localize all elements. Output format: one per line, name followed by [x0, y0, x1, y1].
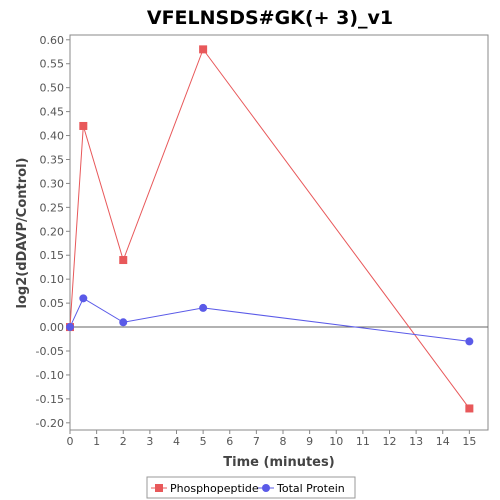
data-point-total-protein	[66, 323, 74, 332]
data-point-phosphopeptide	[199, 45, 208, 54]
x-tick-label: 8	[279, 435, 286, 448]
legend-marker-phosphopeptide	[155, 484, 163, 492]
y-tick-label: 0.35	[40, 153, 65, 166]
y-tick-label: 0.10	[40, 273, 65, 286]
y-tick-label: -0.05	[36, 345, 64, 358]
y-tick-label: -0.10	[36, 369, 64, 382]
data-point-total-protein	[199, 303, 208, 312]
x-tick-label: 15	[462, 435, 476, 448]
y-tick-label: 0.15	[40, 249, 65, 262]
y-tick-label: 0.60	[40, 34, 65, 47]
y-tick-label: 0.40	[40, 130, 65, 143]
x-tick-label: 6	[226, 435, 233, 448]
legend-marker-total-protein	[262, 484, 270, 492]
data-point-total-protein	[465, 337, 474, 346]
legend-label-total-protein: Total Protein	[276, 482, 345, 495]
x-tick-label: 4	[173, 435, 180, 448]
data-point-total-protein	[79, 294, 88, 303]
x-tick-label: 7	[253, 435, 260, 448]
y-tick-label: 0.30	[40, 177, 65, 190]
data-point-total-protein	[119, 318, 128, 327]
y-axis-label: log2(dDAVP/Control)	[15, 158, 30, 309]
y-tick-label: 0.45	[40, 106, 65, 119]
chart-title: VFELNSDS#GK(+ 3)_v1	[147, 7, 393, 29]
x-tick-label: 0	[67, 435, 74, 448]
y-tick-label: -0.15	[36, 393, 64, 406]
y-tick-label: 0.00	[40, 321, 65, 334]
y-axis: -0.20 -0.15 -0.10 -0.05 0.00 0.05 0.10 0.15 0.20…	[36, 34, 70, 430]
data-point-phosphopeptide	[119, 256, 128, 265]
x-axis: 0 1 2 3 4 5 6 7 8 9 10 11 12 13 14 15	[67, 430, 476, 448]
y-tick-label: 0.20	[40, 225, 65, 238]
y-tick-label: -0.20	[36, 417, 64, 430]
data-point-phosphopeptide	[465, 404, 474, 413]
y-tick-label: 0.25	[40, 201, 65, 214]
x-tick-label: 5	[200, 435, 207, 448]
y-tick-label: 0.50	[40, 82, 65, 95]
y-tick-label: 0.55	[40, 58, 65, 71]
x-tick-label: 14	[436, 435, 450, 448]
y-tick-label: 0.05	[40, 297, 65, 310]
x-tick-label: 3	[146, 435, 153, 448]
data-point-phosphopeptide	[79, 121, 88, 130]
x-tick-label: 1	[93, 435, 100, 448]
legend: Phosphopeptide Total Protein	[151, 482, 345, 495]
x-tick-label: 9	[306, 435, 313, 448]
plot-area	[69, 34, 489, 431]
legend-label-phosphopeptide: Phosphopeptide	[170, 482, 259, 495]
x-tick-label: 12	[382, 435, 396, 448]
x-tick-label: 13	[409, 435, 423, 448]
x-tick-label: 2	[120, 435, 127, 448]
series-layer	[66, 45, 474, 413]
x-tick-label: 11	[356, 435, 370, 448]
legend-box	[146, 476, 356, 499]
x-axis-label: Time (minutes)	[223, 455, 334, 470]
x-tick-label: 10	[329, 435, 343, 448]
